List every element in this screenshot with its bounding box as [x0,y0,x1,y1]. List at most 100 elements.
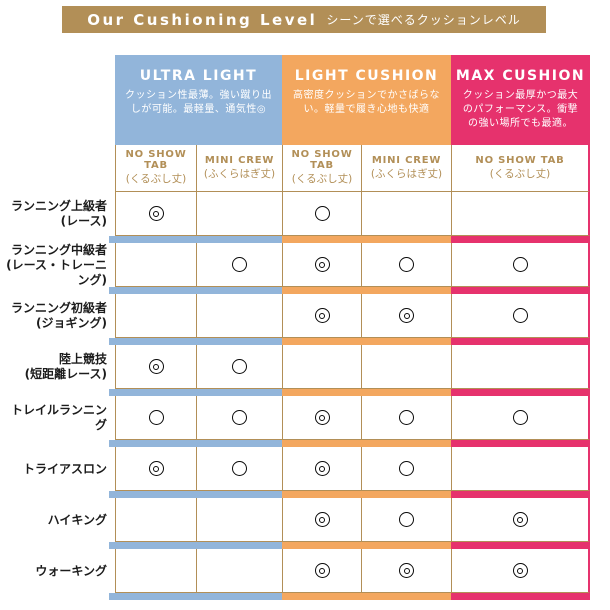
bar-row-spacer [0,593,115,600]
max-cushion-separator-bar [451,440,590,447]
max-cushion-separator-bar [451,389,590,396]
mark-circle [361,243,451,287]
mark-circle [361,498,451,542]
column-group-max-cushion: MAX CUSHION クッション最厚かつ最大のパフォーマンス。衝撃の強い場所で… [451,55,590,145]
light-cushion-separator-bar [282,491,451,498]
mark-double-circle [282,396,361,440]
double-circle-icon [314,410,330,425]
bar-row-spacer [0,491,115,498]
circle-icon [399,257,414,272]
mark-circle [451,396,590,440]
circle-icon [232,359,247,374]
double-circle-icon [512,563,528,578]
sub-column-ultra-light-no-show-tab: NO SHOW TAB (くるぶし丈) [115,145,196,192]
mark-double-circle [451,498,590,542]
mark-empty [451,345,590,389]
sub-column-length: (ふくらはぎ丈) [203,167,276,180]
sub-column-length: (ふくらはぎ丈) [370,167,443,180]
mark-empty [196,192,282,236]
cushion-table: ULTRA LIGHT クッション性最薄。強い蹴り出しが可能。最軽量、通気性◎ … [0,55,590,600]
double-circle-icon [314,257,330,272]
mark-double-circle [282,294,361,338]
mark-empty [451,447,590,491]
mark-circle [196,345,282,389]
ultra-light-separator-bar [109,389,282,396]
bar-row-spacer [0,440,115,447]
ultra-light-separator-bar [109,287,282,294]
circle-icon [512,410,528,425]
bar-row-spacer [0,338,115,345]
max-cushion-separator-bar [451,593,590,600]
mark-double-circle [282,498,361,542]
double-circle-icon [148,206,164,221]
mark-empty [361,345,451,389]
mark-empty [451,192,590,236]
row-label: ハイキング [47,512,107,527]
light-cushion-separator-bar [282,542,451,549]
sub-column-name: NO SHOW TAB [475,154,565,166]
double-circle-icon [148,461,164,476]
header-row-spacer [0,55,115,145]
mark-circle [196,396,282,440]
circle-icon [148,410,164,425]
mark-double-circle [451,549,590,593]
mark-circle [451,243,590,287]
sub-column-light-cushion-mini-crew: MINI CREW (ふくらはぎ丈) [361,145,451,192]
light-cushion-separator-bar [282,593,451,600]
title-bar: Our Cushioning Level シーンで選べるクッションレベル [62,6,546,33]
mark-double-circle [361,549,451,593]
group-title: MAX CUSHION [455,68,586,84]
mark-double-circle [282,243,361,287]
ultra-light-separator-bar [109,236,282,243]
mark-empty [115,549,196,593]
circle-icon [314,206,330,221]
sub-column-length: (くるぶし丈) [489,167,551,180]
sub-column-light-cushion-no-show-tab: NO SHOW TAB (くるぶし丈) [282,145,361,192]
circle-icon [512,257,528,272]
mark-double-circle [282,447,361,491]
double-circle-icon [314,308,330,323]
bar-row-spacer [0,542,115,549]
mark-empty [361,192,451,236]
mark-circle [361,447,451,491]
row-label: ランニング中級者 (レース・トレーニング) [6,242,107,287]
group-description: クッション性最薄。強い蹴り出しが可能。最軽量、通気性◎ [125,90,272,116]
group-description: クッション最厚かつ最大のパフォーマンス。衝撃の強い場所でも最適。 [462,90,579,130]
column-group-light-cushion: LIGHT CUSHION 高密度クッションでかさばらない。軽量で履き心地も快適 [282,55,451,145]
sub-column-name: MINI CREW [371,154,442,166]
subheader-row-spacer [0,145,115,192]
double-circle-icon [314,461,330,476]
mark-empty [196,549,282,593]
mark-circle [196,447,282,491]
circle-icon [232,410,247,425]
mark-circle [361,396,451,440]
ultra-light-separator-bar [109,491,282,498]
row-label: トレイルランニング [10,403,107,432]
title-english: Our Cushioning Level [87,10,318,29]
ultra-light-separator-bar [109,542,282,549]
light-cushion-separator-bar [282,338,451,345]
mark-empty [196,294,282,338]
sub-column-length: (くるぶし丈) [291,173,353,186]
double-circle-icon [512,512,528,527]
mark-empty [115,243,196,287]
row-label: ランニング上級者 (レース) [10,199,107,228]
circle-icon [399,410,414,425]
group-description: 高密度クッションでかさばらない。軽量で履き心地も快適 [293,90,440,116]
max-cushion-separator-bar [451,542,590,549]
row-label: 陸上競技 (短距離レース) [24,352,107,381]
light-cushion-separator-bar [282,287,451,294]
mark-double-circle [282,549,361,593]
circle-icon [232,257,247,272]
group-title: ULTRA LIGHT [139,68,258,84]
circle-icon [399,512,414,527]
double-circle-icon [399,563,414,578]
sub-column-ultra-light-mini-crew: MINI CREW (ふくらはぎ丈) [196,145,282,192]
light-cushion-separator-bar [282,236,451,243]
sub-column-name: NO SHOW TAB [291,149,353,172]
circle-icon [232,461,247,476]
mark-circle [282,192,361,236]
row-label: トライアスロン [22,461,107,476]
circle-icon [512,308,528,323]
mark-double-circle [361,294,451,338]
